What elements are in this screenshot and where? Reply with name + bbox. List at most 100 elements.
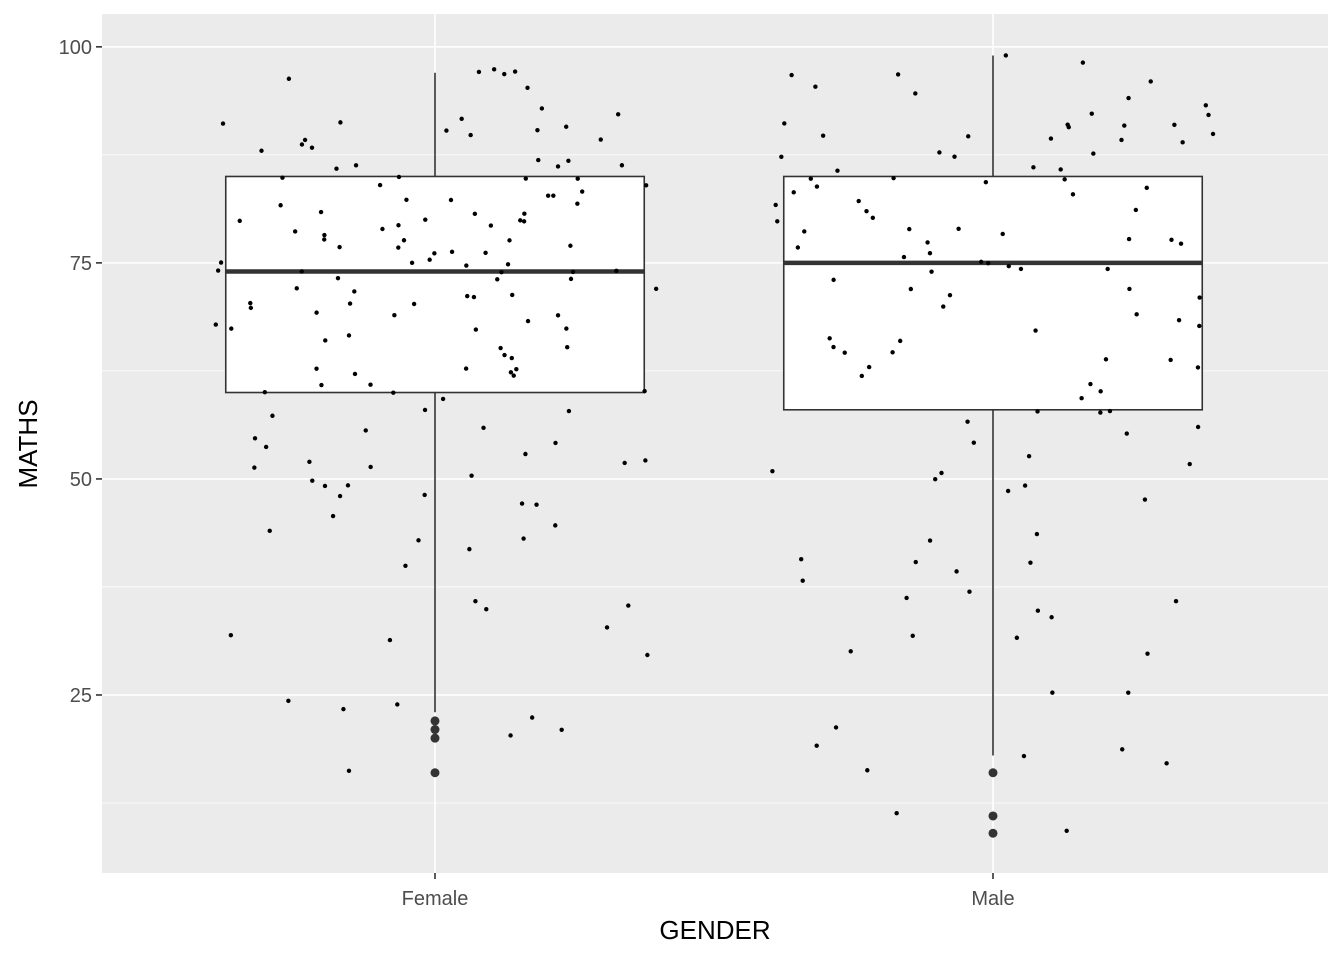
- y-tick-label: 100: [59, 37, 92, 59]
- jitter-point: [604, 625, 610, 630]
- x-tick-label: Male: [971, 888, 1014, 910]
- jitter-point: [870, 215, 876, 220]
- jitter-point: [1022, 483, 1028, 488]
- jitter-point: [779, 154, 784, 160]
- jitter-point: [1000, 231, 1005, 237]
- y-tick-label: 25: [70, 685, 92, 707]
- jitter-point: [525, 318, 531, 324]
- jitter-point: [262, 390, 268, 395]
- jitter-point: [459, 116, 464, 122]
- jitter-point: [789, 72, 794, 78]
- jitter-point: [927, 538, 933, 543]
- jitter-point: [347, 301, 353, 306]
- jitter-point: [1065, 122, 1070, 127]
- boxes: [224, 55, 1204, 838]
- jitter-point: [1064, 828, 1069, 834]
- jitter-point: [280, 175, 285, 180]
- jitter-point: [802, 229, 807, 234]
- jitter-point: [1145, 651, 1150, 656]
- box-iqr: [224, 175, 646, 394]
- outlier-point: [430, 725, 440, 735]
- jitter-point: [1079, 395, 1084, 401]
- jitter-point: [1014, 635, 1020, 640]
- jitter-point: [566, 408, 572, 414]
- jitter-point: [229, 326, 234, 331]
- jitter-point: [368, 464, 373, 470]
- jitter-point: [937, 150, 942, 155]
- jitter-point: [322, 232, 327, 238]
- jitter-point: [967, 589, 972, 594]
- jitter-point: [1120, 747, 1125, 752]
- jitter-point: [622, 460, 627, 466]
- jitter-point: [363, 428, 368, 433]
- jitter-point: [1070, 192, 1076, 197]
- jitter-point: [536, 157, 541, 163]
- jitter-point: [403, 563, 408, 569]
- jitter-point: [1178, 241, 1184, 246]
- jitter-point: [1018, 266, 1024, 272]
- jitter-point: [307, 459, 312, 465]
- jitter-point: [411, 301, 417, 307]
- jitter-point: [352, 371, 358, 377]
- jitter-point: [1148, 79, 1153, 84]
- jitter-point: [444, 128, 449, 133]
- jitter-point: [813, 84, 818, 89]
- jitter-point: [409, 260, 415, 266]
- jitter-point: [427, 257, 432, 262]
- jitter-point: [322, 237, 327, 242]
- jitter-point: [866, 364, 872, 370]
- jitter-point: [553, 440, 558, 446]
- jitter-point: [626, 603, 631, 608]
- jitter-point: [483, 250, 488, 256]
- jitter-point: [467, 546, 472, 552]
- jitter-point: [499, 270, 504, 275]
- jitter-points: [213, 53, 1216, 834]
- jitter-point: [529, 715, 535, 720]
- jitter-point: [310, 478, 315, 483]
- jitter-point: [890, 350, 895, 355]
- jitter-point: [248, 300, 253, 306]
- jitter-point: [979, 259, 984, 265]
- jitter-point: [842, 350, 847, 355]
- jitter-point: [835, 168, 840, 173]
- jitter-point: [248, 305, 254, 311]
- jitter-point: [1176, 317, 1182, 323]
- jitter-point: [346, 768, 352, 773]
- jitter-point: [314, 366, 319, 371]
- jitter-point: [642, 388, 647, 394]
- jitter-point: [965, 419, 970, 424]
- jitter-point: [555, 313, 561, 318]
- jitter-point: [954, 569, 959, 574]
- jitter-point: [1021, 753, 1027, 759]
- jitter-point: [432, 251, 437, 256]
- jitter-point: [518, 218, 523, 223]
- jitter-point: [795, 245, 801, 250]
- jitter-point: [799, 557, 804, 562]
- jitter-point: [299, 269, 304, 274]
- jitter-point: [1006, 263, 1011, 269]
- jitter-point: [864, 208, 869, 214]
- jitter-point: [392, 313, 397, 318]
- jitter-point: [1187, 461, 1192, 467]
- jitter-point: [1103, 357, 1109, 362]
- jitter-point: [1197, 295, 1202, 300]
- jitter-point: [523, 176, 528, 181]
- jitter-point: [553, 523, 558, 528]
- jitter-point: [1195, 365, 1201, 370]
- jitter-point: [404, 197, 409, 203]
- jitter-point: [534, 502, 539, 507]
- jitter-point: [615, 112, 621, 117]
- jitter-point: [1089, 111, 1094, 116]
- jitter-point: [314, 310, 319, 315]
- jitter-point: [848, 649, 853, 654]
- jitter-point: [318, 209, 324, 215]
- jitter-point: [213, 322, 218, 327]
- jitter-point: [346, 333, 352, 338]
- jitter-point: [514, 366, 519, 372]
- jitter-point: [488, 223, 494, 228]
- jitter-point: [1169, 237, 1174, 243]
- jitter-point: [491, 67, 497, 72]
- jitter-point: [380, 226, 385, 232]
- jitter-point: [859, 373, 864, 379]
